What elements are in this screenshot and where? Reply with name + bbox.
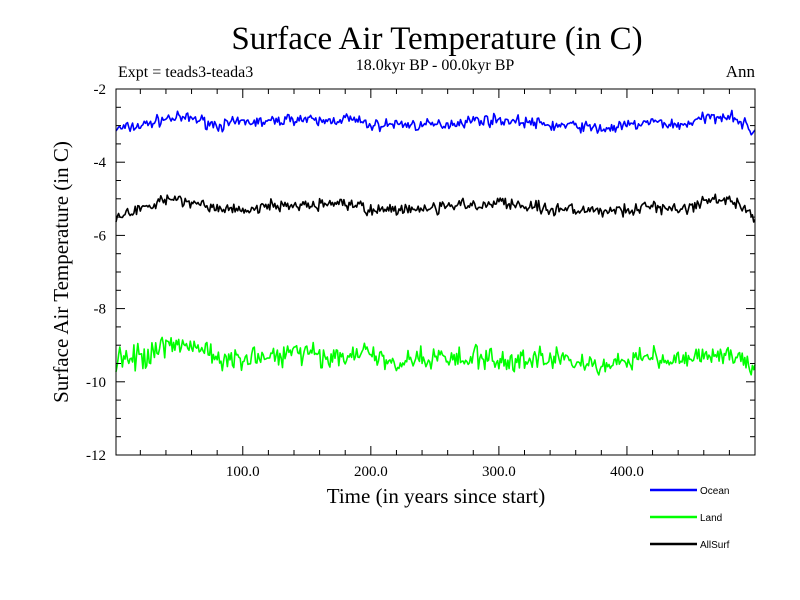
- x-axis-label: Time (in years since start): [327, 484, 546, 508]
- plot-frame: [115, 88, 756, 456]
- y-tick-label: -2: [94, 82, 107, 98]
- series-layer: [115, 109, 756, 376]
- legend-label-allsurf: AllSurf: [700, 540, 730, 551]
- y-tick-labels: -2 -4 -6 -8 -10 -12: [86, 82, 106, 464]
- series-line-land: [115, 336, 756, 376]
- x-tick-label: 100.0: [226, 464, 260, 480]
- series-line-ocean: [115, 109, 756, 136]
- axes-layer: [115, 88, 756, 456]
- legend-item-allsurf: AllSurf: [650, 540, 730, 551]
- series-line-allsurf: [115, 193, 756, 223]
- x-tick-label: 200.0: [354, 464, 388, 480]
- experiment-label: Expt = teads3-teada3: [118, 64, 253, 81]
- y-tick-label: -8: [94, 302, 107, 318]
- y-tick-label: -6: [94, 228, 107, 244]
- chart-subtitle: 18.0kyr BP - 00.0kyr BP: [356, 57, 515, 74]
- legend-item-ocean: Ocean: [650, 486, 729, 497]
- chart-title: Surface Air Temperature (in C): [231, 21, 642, 57]
- y-tick-label: -12: [86, 448, 106, 464]
- x-tick-labels: 100.0 200.0 300.0 400.0: [226, 464, 644, 480]
- x-tick-label: 400.0: [610, 464, 644, 480]
- y-axis-label: Surface Air Temperature (in C): [49, 141, 73, 403]
- legend-item-land: Land: [650, 513, 722, 524]
- y-tick-label: -10: [86, 375, 106, 391]
- legend-label-ocean: Ocean: [700, 486, 729, 497]
- y-tick-label: -4: [94, 155, 107, 171]
- legend: Ocean Land AllSurf: [650, 486, 730, 551]
- x-tick-label: 300.0: [482, 464, 516, 480]
- season-label: Ann: [726, 62, 756, 81]
- legend-label-land: Land: [700, 513, 722, 524]
